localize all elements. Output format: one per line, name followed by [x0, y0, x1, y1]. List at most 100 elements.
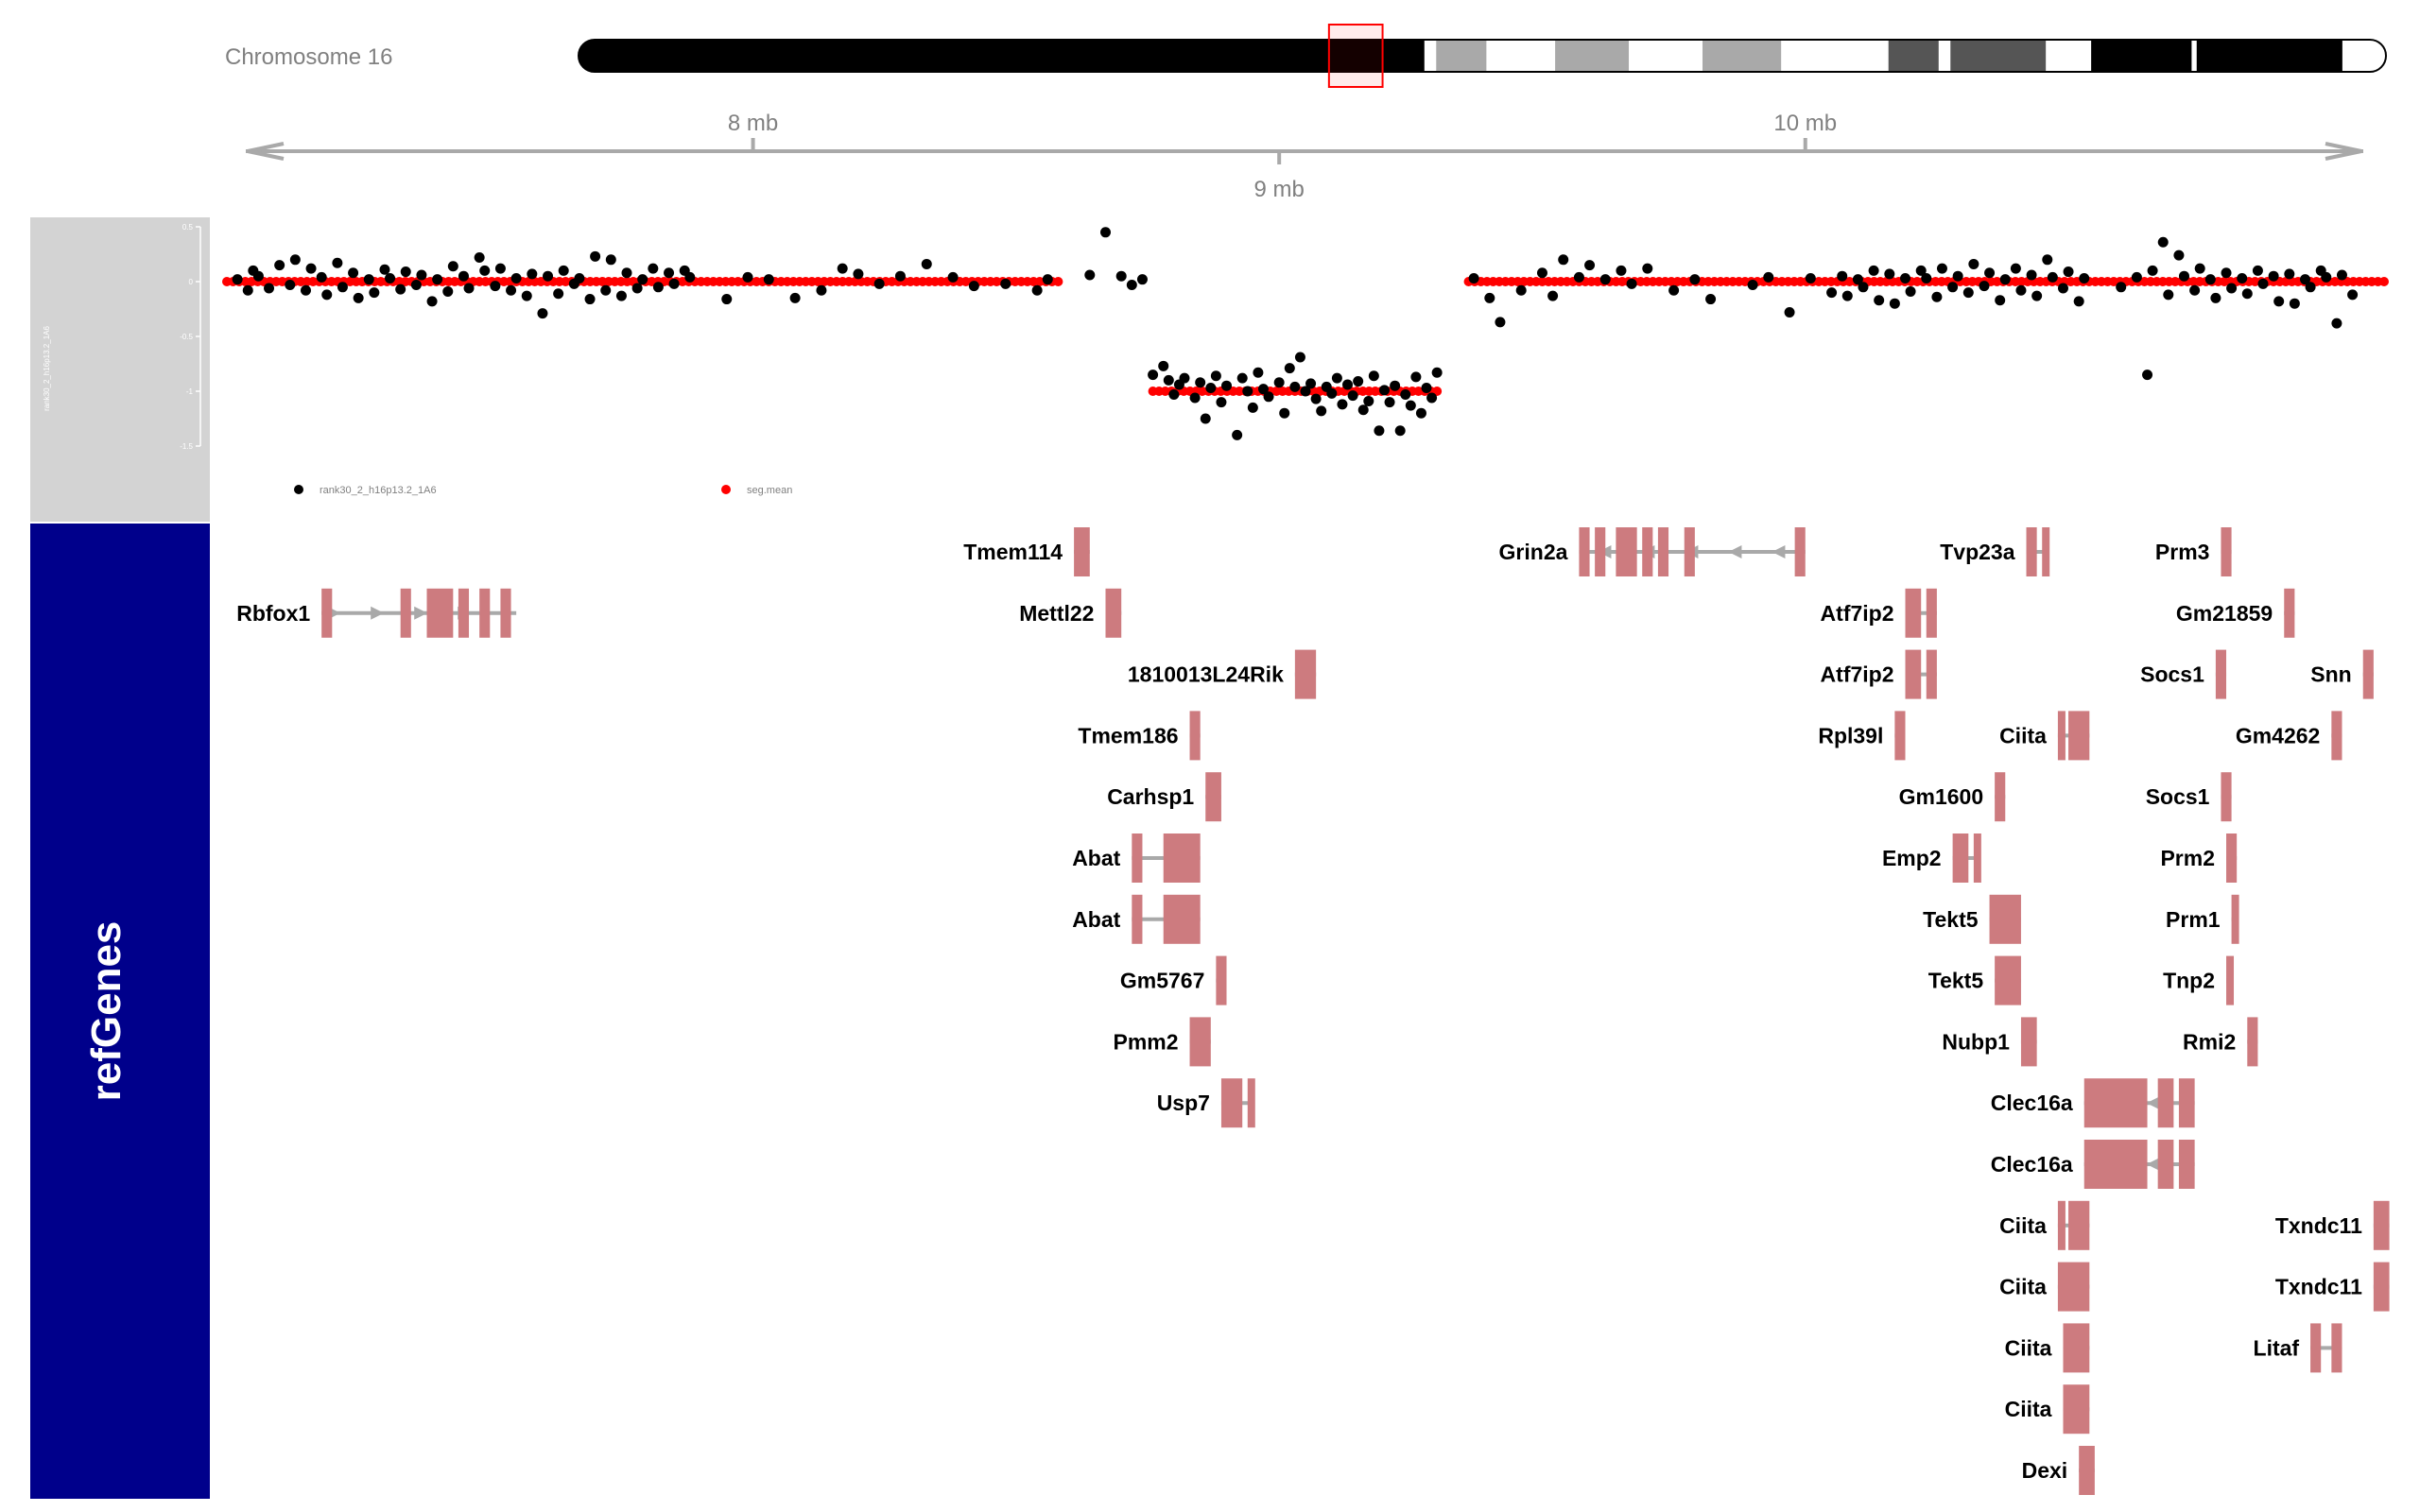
data-point — [1536, 267, 1547, 279]
ideogram-band — [1436, 40, 1487, 72]
data-point — [242, 284, 253, 296]
data-point — [232, 274, 243, 285]
gene-label: Ciita — [2005, 1397, 2052, 1421]
data-point — [873, 278, 885, 289]
data-point — [1257, 384, 1269, 395]
y-axis-tick-label: -1 — [186, 387, 194, 396]
data-point — [264, 283, 275, 294]
gene-exon — [458, 588, 470, 638]
gene-model: Usp7 — [1157, 1078, 1255, 1128]
gene-label: Usp7 — [1157, 1091, 1210, 1115]
data-point — [1294, 352, 1305, 363]
data-point — [2163, 289, 2174, 301]
gene-model: Ciita — [1999, 1262, 2090, 1312]
gene-exon — [1894, 711, 1906, 761]
gene-model: Abat — [1072, 894, 1201, 944]
gene-label: Abat — [1072, 907, 1120, 932]
data-point — [1179, 372, 1190, 384]
data-point — [1099, 227, 1111, 238]
data-point — [305, 263, 317, 274]
gene-model: Rbfox1 — [236, 588, 517, 638]
gene-label: Gm4262 — [2236, 723, 2321, 747]
data-point — [379, 264, 390, 275]
gene-model: Dexi — [2022, 1446, 2095, 1495]
data-point — [2131, 271, 2142, 283]
data-point — [1400, 388, 1411, 400]
data-point — [789, 292, 801, 303]
data-point — [1421, 383, 1432, 394]
ideogram-current-region-box — [1327, 24, 1384, 88]
data-track-legend: rank30_2_h16p13.2_1A6 seg.mean — [294, 485, 792, 496]
data-point — [332, 257, 343, 268]
data-point — [1826, 287, 1838, 299]
y-axis-tick-label: -0.5 — [180, 333, 193, 341]
gene-label: Emp2 — [1882, 846, 1942, 870]
seg-mean-point — [1053, 277, 1063, 286]
data-point — [1205, 383, 1217, 394]
data-point — [1936, 263, 1947, 274]
ideogram-band — [1950, 40, 2047, 72]
gene-track-title: refGenes — [83, 921, 130, 1102]
data-point — [2010, 263, 2021, 274]
data-point — [1289, 381, 1301, 392]
data-point — [1115, 270, 1127, 282]
gene-exon — [1926, 649, 1937, 699]
data-track-title-panel — [30, 217, 210, 522]
data-track: rank30_2_h16p13.2_1A6 0.5 0 -0.5 -1 -1.5 ran… — [30, 217, 2389, 522]
data-point — [1962, 287, 1974, 299]
data-point — [1263, 391, 1274, 403]
gene-label: Atf7ip2 — [1821, 662, 1894, 687]
axis-right-arrow-icon — [2325, 142, 2362, 161]
data-point — [1326, 387, 1338, 399]
chromosome-ideogram: Chromosome 16 — [225, 24, 2387, 88]
data-point — [1905, 285, 1916, 297]
data-point — [1347, 390, 1358, 402]
data-point — [506, 284, 517, 296]
ideogram-bands — [579, 40, 2386, 72]
gene-model: Nubp1 — [1942, 1017, 2037, 1067]
gene-exon — [2362, 649, 2374, 699]
data-point — [2073, 296, 2084, 307]
data-point — [1642, 263, 1653, 274]
data-point — [432, 274, 443, 285]
data-point — [1484, 292, 1495, 303]
data-point — [1558, 254, 1569, 266]
data-point — [1900, 273, 1911, 284]
data-point — [1968, 258, 1979, 269]
data-point — [1300, 386, 1311, 397]
gene-exon — [2083, 1078, 2148, 1128]
data-point — [1931, 291, 1943, 302]
data-point — [648, 263, 659, 274]
data-point — [1031, 284, 1043, 296]
gene-model: Tmem186 — [1078, 711, 1201, 761]
data-point — [664, 267, 675, 279]
gene-exon — [1294, 649, 1317, 699]
strand-arrow-icon — [2146, 1158, 2160, 1171]
data-point — [442, 285, 454, 297]
gene-exon — [2331, 1323, 2342, 1373]
data-point — [2015, 284, 2027, 296]
gene-label: Prm1 — [2166, 907, 2221, 932]
data-point — [527, 268, 538, 280]
gene-model: Prm1 — [2166, 894, 2239, 944]
data-point — [584, 294, 596, 305]
data-point — [1337, 399, 1348, 410]
gene-exon — [2020, 1017, 2037, 1067]
data-point — [337, 282, 348, 293]
gene-model: Socs1 — [2140, 649, 2227, 699]
data-point — [574, 273, 585, 284]
axis-left-arrow-icon — [247, 142, 285, 161]
gene-exon — [1616, 527, 1637, 576]
legend-label: rank30_2_h16p13.2_1A6 — [320, 485, 437, 496]
data-point — [1136, 274, 1148, 285]
data-point — [369, 287, 380, 299]
gene-label: Gm1600 — [1899, 784, 1984, 809]
data-point — [1216, 397, 1227, 408]
gene-model: Ciita — [1999, 1200, 2090, 1250]
data-point — [2336, 269, 2347, 281]
gene-label: Atf7ip2 — [1821, 601, 1894, 626]
gene-model: Gm5767 — [1120, 955, 1227, 1005]
ideogram-band — [2342, 40, 2386, 72]
gene-model: Rmi2 — [2183, 1017, 2258, 1067]
data-point — [321, 289, 333, 301]
